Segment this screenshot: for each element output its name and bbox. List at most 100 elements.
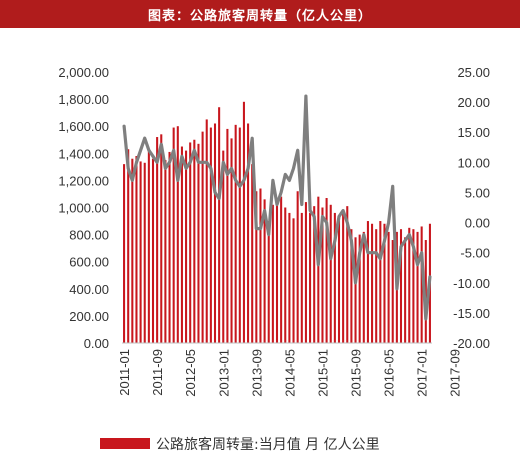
left-tick-label: 0.00 (84, 336, 109, 351)
bar (358, 234, 361, 343)
bar (337, 215, 341, 343)
bar (391, 240, 394, 343)
bar (176, 126, 179, 343)
bar (288, 212, 291, 343)
bar (197, 143, 200, 343)
bar (329, 204, 332, 343)
left-tick-label: 1,800.00 (58, 92, 109, 107)
bar (151, 158, 155, 343)
x-tick-label: 2015-01 (316, 349, 331, 397)
left-tick-label: 1,600.00 (58, 119, 109, 134)
left-tick-label: 1,000.00 (58, 201, 109, 216)
right-tick-label: 20.00 (457, 95, 490, 110)
bar (416, 231, 419, 343)
x-axis-tick-labels: 2011-01 2011-09 2012-05 2013-01 2013-09 2014-… (117, 349, 463, 397)
bar (234, 124, 237, 343)
right-tick-label: -20.00 (453, 336, 490, 351)
x-tick-label: 2016-05 (382, 349, 397, 397)
x-tick-label: 2017-09 (448, 349, 463, 397)
bar (238, 127, 241, 344)
bar (342, 212, 345, 343)
yoy-line (122, 94, 432, 321)
bar (371, 223, 374, 343)
chart-title: 图表：公路旅客周转量（亿人公里） (0, 0, 520, 28)
legend-swatch (100, 438, 150, 449)
right-tick-label: 0.00 (465, 216, 490, 231)
bar (321, 207, 324, 343)
line-series (122, 94, 432, 321)
bar (317, 196, 320, 343)
bar (350, 229, 353, 343)
bar (259, 188, 262, 343)
x-tick-label: 2011-09 (150, 349, 165, 396)
bar (296, 191, 299, 343)
bar (280, 196, 283, 343)
bar (168, 151, 171, 343)
left-axis-tick-labels: 0.00 200.00 400.00 600.00 800.00 1,000.00 1,20… (58, 65, 109, 351)
right-tick-label: 15.00 (457, 125, 490, 140)
bar (354, 237, 357, 343)
bar-series (123, 101, 431, 344)
bar (242, 101, 245, 343)
bar (383, 223, 386, 343)
bar (123, 164, 126, 343)
bar (412, 229, 415, 343)
bar (226, 128, 229, 343)
bar (304, 202, 307, 343)
bar (143, 162, 146, 343)
left-tick-label: 1,400.00 (58, 146, 109, 161)
bar (127, 149, 130, 343)
x-tick-label: 2017-01 (415, 349, 430, 397)
legend: 公路旅客周转量:当月值 月 亿人公里 (100, 436, 380, 453)
bar (404, 237, 407, 343)
x-tick-label: 2011-01 (117, 349, 132, 396)
bar (164, 160, 167, 343)
right-tick-label: -15.00 (453, 306, 490, 321)
bar (267, 221, 270, 343)
bar (375, 229, 378, 343)
left-tick-label: 800.00 (69, 228, 109, 243)
bar (147, 150, 150, 343)
bar (387, 231, 390, 343)
x-tick-label: 2014-05 (282, 349, 297, 397)
bar (218, 107, 221, 343)
bar (230, 138, 233, 343)
right-axis-tick-labels: -20.00 -15.00 -10.00 -5.00 0.00 5.00 10.00 15.0… (453, 65, 490, 351)
right-tick-label: 5.00 (465, 185, 490, 200)
bar (255, 191, 258, 343)
bar (160, 134, 163, 343)
bar (408, 227, 411, 343)
bar (172, 127, 175, 344)
x-tick-label: 2013-01 (216, 349, 231, 397)
left-tick-label: 600.00 (69, 255, 109, 270)
chart-canvas: 0.00 200.00 400.00 600.00 800.00 1,000.00 1,20… (58, 65, 490, 453)
x-tick-label: 2015-09 (349, 349, 364, 397)
bar (325, 198, 328, 343)
right-tick-label: 10.00 (457, 155, 490, 170)
bar (309, 212, 312, 343)
left-tick-label: 400.00 (69, 282, 109, 297)
left-tick-label: 2,000.00 (58, 65, 109, 80)
bar (193, 139, 196, 343)
bar (263, 199, 266, 343)
bar (284, 207, 287, 343)
bar (135, 156, 138, 343)
bar (379, 221, 382, 343)
bar (366, 221, 369, 343)
bar (271, 204, 274, 343)
bar (399, 229, 403, 343)
bar (313, 206, 316, 343)
right-tick-label: 25.00 (457, 65, 490, 80)
bar (275, 199, 279, 343)
left-tick-label: 200.00 (69, 309, 109, 324)
legend-label: 公路旅客周转量:当月值 月 亿人公里 (156, 436, 380, 453)
x-tick-label: 2012-05 (183, 349, 198, 397)
bar (333, 212, 336, 343)
bar (201, 131, 204, 343)
bar (247, 123, 250, 344)
x-tick-label: 2013-09 (249, 349, 264, 397)
bar (156, 137, 159, 343)
bar (131, 158, 134, 343)
right-tick-label: -10.00 (453, 276, 490, 291)
bar (189, 142, 192, 343)
